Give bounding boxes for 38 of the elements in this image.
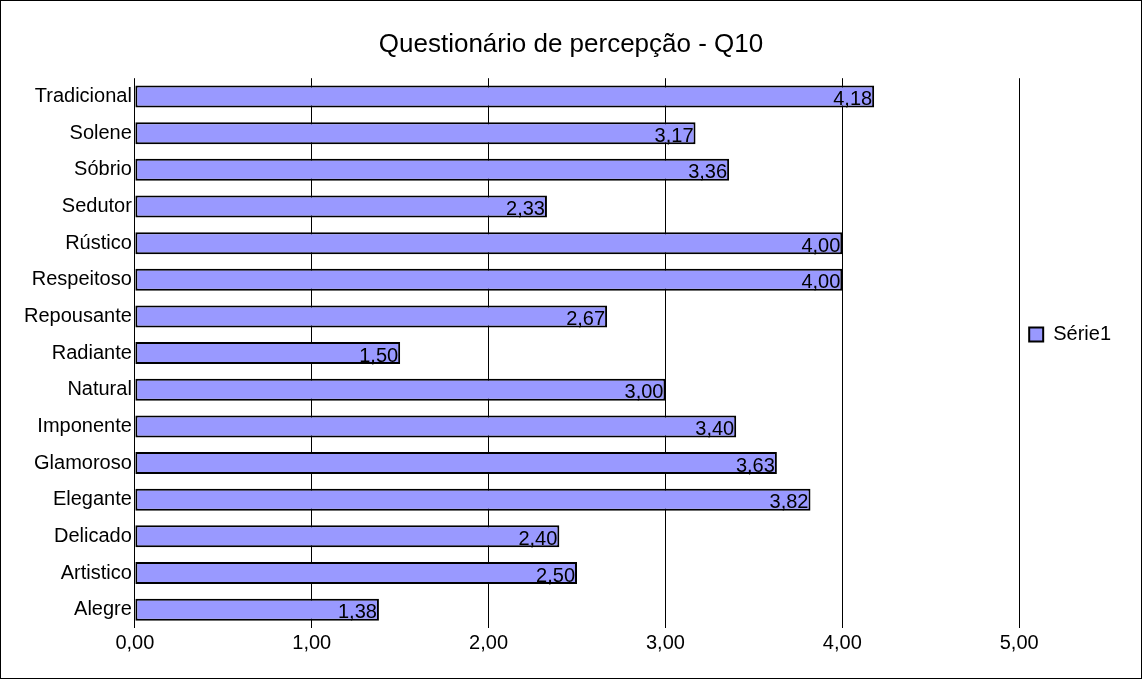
data-label: 1,50	[359, 343, 399, 366]
data-label: 2,50	[536, 563, 576, 586]
y-tick-label: Respeitoso	[31, 267, 132, 290]
y-tick-label: Repousante	[23, 303, 132, 326]
y-tick-label: Alegre	[74, 597, 132, 620]
y-tick-label: Radiante	[51, 340, 132, 363]
x-tick-label: 0,00	[115, 630, 155, 653]
x-tick-label: 3,00	[645, 630, 685, 653]
y-tick-label: Imponente	[37, 413, 132, 436]
y-tick-label: Artistico	[60, 560, 132, 583]
x-tick-label: 4,00	[822, 630, 862, 653]
legend-label: Série1	[1053, 322, 1111, 345]
data-label: 2,40	[518, 526, 558, 549]
y-tick-label: Sedutor	[61, 194, 133, 216]
data-label: 3,40	[695, 416, 735, 439]
data-label: 3,36	[688, 160, 728, 183]
data-label: 3,63	[735, 453, 775, 476]
x-tick-label: 2,00	[469, 630, 509, 653]
data-label: 1,38	[338, 600, 377, 623]
data-label: 4,00	[801, 233, 841, 256]
chart-title: Questionário de percepção - Q10	[378, 27, 764, 58]
y-tick-label: Delicado	[54, 523, 132, 546]
data-label: 3,82	[769, 490, 809, 513]
x-tick-label: 1,00	[292, 630, 332, 653]
y-tick-label: Sóbrio	[74, 157, 132, 180]
y-tick-label: Glamoroso	[34, 450, 132, 473]
data-label: 2,67	[566, 306, 606, 329]
data-label: 2,33	[506, 197, 545, 219]
x-tick-label: 5,00	[999, 630, 1039, 653]
y-tick-label: Elegante	[52, 487, 132, 510]
y-tick-label: Solene	[69, 120, 132, 143]
data-label: 3,17	[654, 123, 694, 146]
data-label: 3,00	[624, 380, 664, 403]
y-tick-label: Natural	[67, 377, 132, 400]
y-tick-label: Tradicional	[34, 84, 132, 107]
y-tick-label: Rústico	[65, 230, 132, 253]
data-label: 4,18	[833, 87, 873, 110]
data-label: 4,00	[801, 270, 841, 293]
